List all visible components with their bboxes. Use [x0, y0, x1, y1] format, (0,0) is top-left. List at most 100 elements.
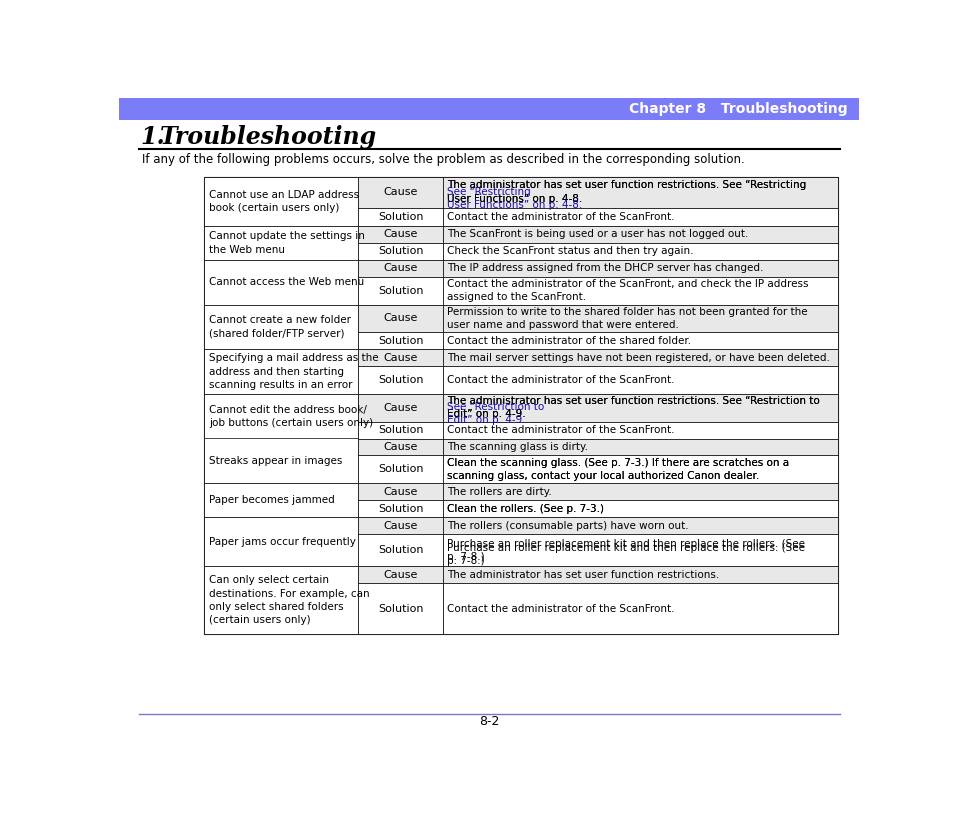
Text: Solution: Solution	[377, 425, 423, 435]
Bar	[357, 177, 443, 208]
Bar	[357, 583, 443, 634]
Bar	[357, 332, 443, 349]
Bar	[204, 349, 357, 393]
Text: Cause: Cause	[383, 487, 417, 497]
Text: Cause: Cause	[383, 442, 417, 452]
Text: See “Restriction to
Edit” on p. 4-9.: See “Restriction to Edit” on p. 4-9.	[447, 402, 544, 425]
Text: 8-2: 8-2	[478, 715, 498, 727]
Bar	[443, 438, 838, 456]
Text: Purchase an roller replacement kit and then replace the rollers. (See
p. 7-8.): Purchase an roller replacement kit and t…	[447, 538, 804, 562]
Text: The administrator has set user function restrictions. See “Restricting
User Func: The administrator has set user function …	[447, 181, 805, 204]
Text: Paper jams occur frequently: Paper jams occur frequently	[209, 537, 355, 546]
Text: Solution: Solution	[377, 504, 423, 514]
Text: The ScanFront is being used or a user has not logged out.: The ScanFront is being used or a user ha…	[447, 230, 748, 240]
Text: Paper becomes jammed: Paper becomes jammed	[209, 495, 335, 505]
Text: Solution: Solution	[377, 285, 423, 295]
Bar	[204, 483, 357, 517]
Text: Cause: Cause	[383, 402, 417, 413]
Text: The administrator has set user function restrictions. See “Restriction to
Edit” : The administrator has set user function …	[447, 396, 819, 420]
Bar	[357, 349, 443, 366]
Text: Cause: Cause	[383, 187, 417, 197]
Text: Cannot access the Web menu: Cannot access the Web menu	[209, 277, 364, 287]
Bar	[443, 349, 838, 366]
Text: The administrator has set user function restrictions. See “Restricting
User Func: The administrator has set user function …	[447, 181, 805, 204]
Bar	[357, 421, 443, 438]
Bar	[443, 583, 838, 634]
Bar	[443, 483, 838, 500]
Bar	[357, 534, 443, 566]
Text: Chapter 8   Troubleshooting: Chapter 8 Troubleshooting	[628, 102, 847, 116]
Text: The administrator has set user function restrictions.: The administrator has set user function …	[447, 570, 719, 580]
Text: Contact the administrator of the ScanFront.: Contact the administrator of the ScanFro…	[447, 375, 674, 385]
Bar	[357, 366, 443, 393]
Bar	[443, 332, 838, 349]
Bar	[443, 276, 838, 304]
Text: See “Restricting
User Functions” on p. 4-8.: See “Restricting User Functions” on p. 4…	[447, 187, 581, 210]
Bar	[357, 304, 443, 332]
Text: Clean the rollers. (See p. 7-3.): Clean the rollers. (See p. 7-3.)	[447, 504, 603, 514]
Text: Contact the administrator of the ScanFront.: Contact the administrator of the ScanFro…	[447, 604, 674, 614]
Text: The administrator has set user function restrictions. See “Restriction to
Edit” : The administrator has set user function …	[447, 396, 819, 420]
Bar	[204, 566, 357, 634]
Text: Cause: Cause	[383, 353, 417, 362]
Text: Solution: Solution	[377, 604, 423, 614]
Bar	[357, 500, 443, 517]
Text: The administrator has set user function restrictions. See “Restricting
User Func: The administrator has set user function …	[447, 181, 805, 204]
Text: The rollers are dirty.: The rollers are dirty.	[447, 487, 551, 497]
Bar	[357, 276, 443, 304]
Text: Can only select certain
destinations. For example, can
only select shared folder: Can only select certain destinations. Fo…	[209, 575, 370, 625]
Text: Clean the scanning glass. (See p. 7-3.) If there are scratches on a
scanning gla: Clean the scanning glass. (See p. 7-3.) …	[447, 458, 788, 481]
Bar	[204, 177, 838, 634]
Text: Cause: Cause	[383, 313, 417, 323]
Bar	[443, 366, 838, 393]
Bar	[204, 517, 357, 566]
Text: Troubleshooting: Troubleshooting	[159, 124, 376, 149]
Text: Specifying a mail address as the
address and then starting
scanning results in a: Specifying a mail address as the address…	[209, 353, 378, 389]
Text: Purchase an roller replacement kit and then replace the rollers. (See
p. 7-8.): Purchase an roller replacement kit and t…	[447, 543, 804, 566]
Bar	[443, 566, 838, 583]
Bar	[443, 456, 838, 483]
Bar	[443, 500, 838, 517]
Bar	[204, 438, 357, 483]
Text: The scanning glass is dirty.: The scanning glass is dirty.	[447, 442, 587, 452]
Text: Cause: Cause	[383, 230, 417, 240]
Text: Solution: Solution	[377, 212, 423, 222]
Text: Cannot create a new folder
(shared folder/FTP server): Cannot create a new folder (shared folde…	[209, 315, 351, 339]
Text: Cause: Cause	[383, 570, 417, 580]
Text: Cannot use an LDAP address
book (certain users only): Cannot use an LDAP address book (certain…	[209, 190, 359, 213]
Text: Cause: Cause	[383, 263, 417, 273]
Text: Cannot edit the address book/
job buttons (certain users only): Cannot edit the address book/ job button…	[209, 405, 373, 428]
Text: Solution: Solution	[377, 375, 423, 385]
Bar	[443, 243, 838, 260]
Text: Solution: Solution	[377, 545, 423, 555]
Bar	[443, 534, 838, 566]
Bar	[357, 456, 443, 483]
Bar	[204, 177, 357, 226]
Text: Permission to write to the shared folder has not been granted for the
user name : Permission to write to the shared folder…	[447, 307, 807, 330]
Bar	[443, 260, 838, 276]
Text: The IP address assigned from the DHCP server has changed.: The IP address assigned from the DHCP se…	[447, 263, 762, 273]
Text: Solution: Solution	[377, 465, 423, 474]
Text: Streaks appear in images: Streaks appear in images	[209, 456, 342, 465]
Text: Cause: Cause	[383, 520, 417, 531]
Bar	[357, 226, 443, 243]
Bar	[443, 208, 838, 226]
Text: The mail server settings have not been registered, or have been deleted.: The mail server settings have not been r…	[447, 353, 829, 362]
Text: The administrator has set user function restrictions. See “Restriction to
Edit” : The administrator has set user function …	[447, 396, 819, 420]
Bar	[204, 304, 357, 349]
Bar	[357, 517, 443, 534]
Bar	[357, 243, 443, 260]
Text: Contact the administrator of the ScanFront.: Contact the administrator of the ScanFro…	[447, 212, 674, 222]
Bar	[357, 438, 443, 456]
Bar	[204, 226, 357, 260]
Bar	[443, 177, 838, 208]
Bar	[357, 260, 443, 276]
Bar	[204, 393, 357, 438]
Bar	[357, 483, 443, 500]
Bar	[443, 517, 838, 534]
Text: Contact the administrator of the ScanFront, and check the IP address
assigned to: Contact the administrator of the ScanFro…	[447, 279, 808, 303]
Bar	[357, 393, 443, 421]
Text: Clean the scanning glass. (See p. 7-3.) If there are scratches on a
scanning gla: Clean the scanning glass. (See p. 7-3.) …	[447, 458, 788, 481]
Text: Clean the rollers. (See p. 7-3.): Clean the rollers. (See p. 7-3.)	[447, 504, 603, 514]
Bar	[443, 304, 838, 332]
